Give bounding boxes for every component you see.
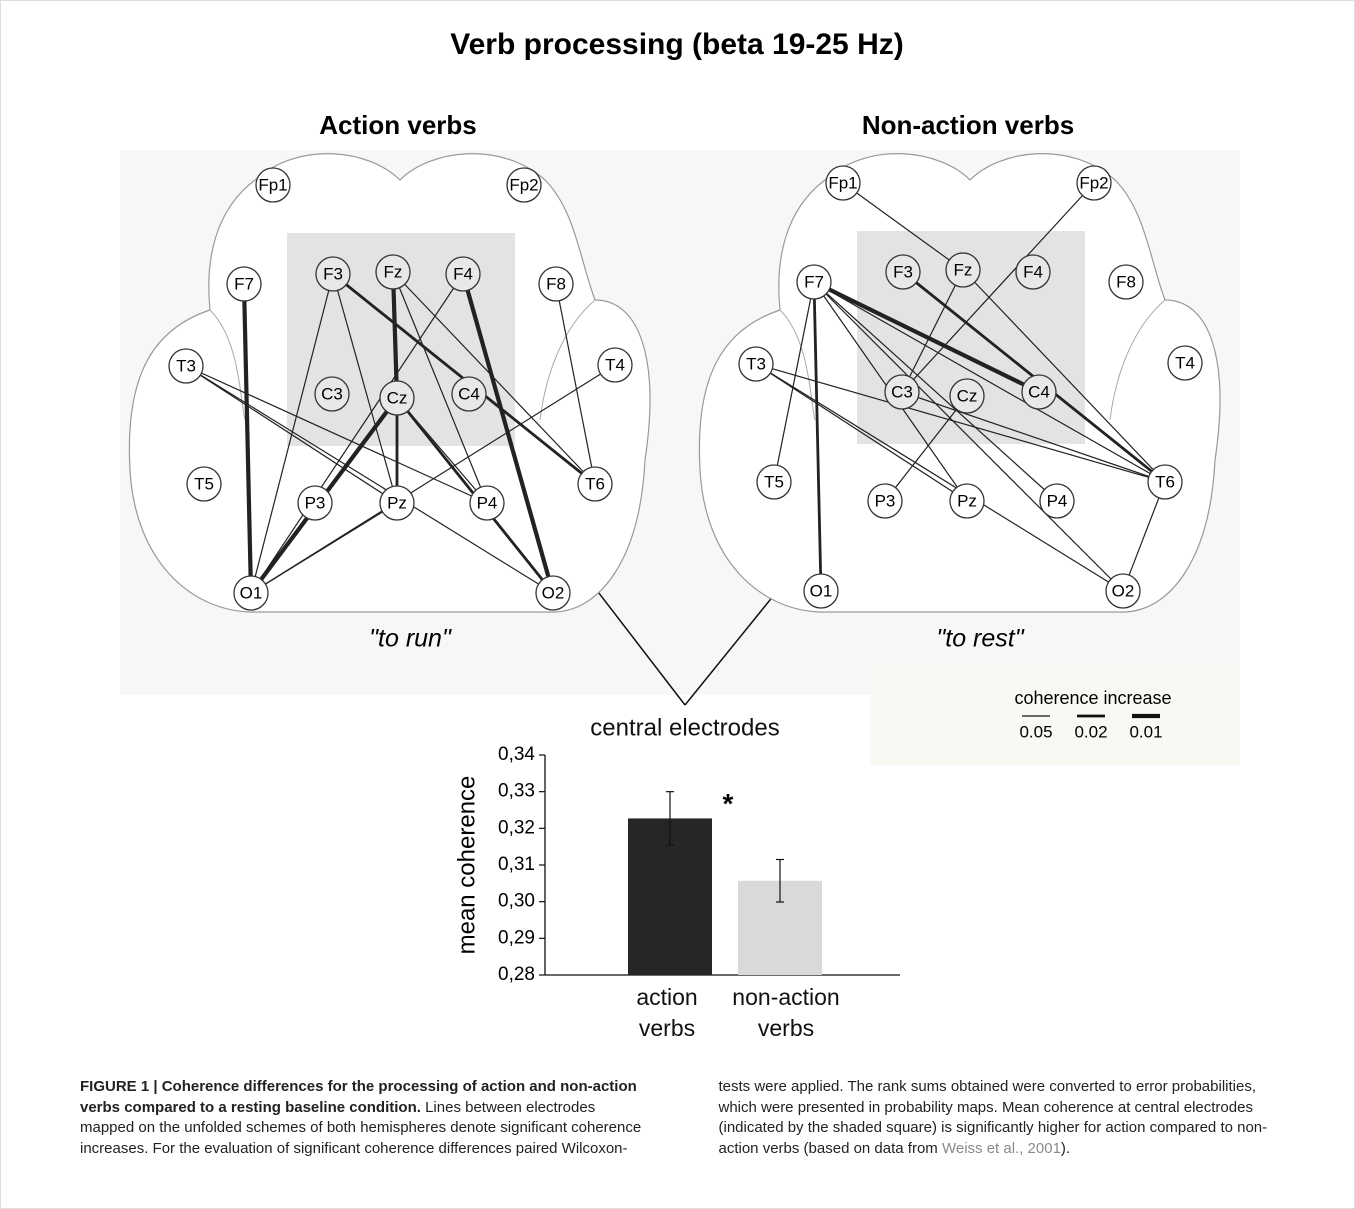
y-tick-label: 0,32 (498, 817, 535, 838)
y-axis-label: mean coherence (453, 776, 480, 955)
figure: Verb processing (beta 19-25 Hz) central … (0, 0, 1355, 1060)
page: Verb processing (beta 19-25 Hz) central … (0, 0, 1355, 1209)
legend-background (870, 665, 1240, 765)
electrode-label: Pz (387, 493, 407, 512)
electrode-label: F8 (546, 274, 566, 293)
panel-title: Non-action verbs (862, 110, 1074, 140)
electrode-label: F8 (1116, 272, 1136, 291)
electrode-label: Fp2 (1079, 173, 1108, 192)
electrode-label: O1 (240, 583, 263, 602)
significance-marker: * (723, 788, 734, 819)
electrode-label: P3 (875, 491, 896, 510)
electrode-label: F4 (453, 264, 473, 283)
electrode-label: P4 (1047, 491, 1068, 510)
electrode-label: F7 (234, 274, 254, 293)
x-tick-label: non-action verbs (706, 982, 866, 1044)
y-tick-label: 0,33 (498, 781, 535, 802)
electrode-label: F3 (323, 264, 343, 283)
electrode-label: F7 (804, 272, 824, 291)
electrode-label: O2 (542, 583, 565, 602)
figure-title: Verb processing (beta 19-25 Hz) (450, 28, 904, 61)
panel-title: Action verbs (319, 110, 477, 140)
pointer-label: central electrodes (590, 714, 779, 741)
y-tick-label: 0,29 (498, 927, 535, 948)
electrode-label: C4 (1028, 382, 1050, 401)
legend-title: coherence increase (1014, 688, 1171, 708)
electrode-label: T4 (605, 355, 625, 374)
electrode-label: F3 (893, 262, 913, 281)
electrode-label: F4 (1023, 262, 1043, 281)
citation[interactable]: Weiss et al., 2001 (942, 1140, 1061, 1157)
caption: FIGURE 1 | Coherence differences for the… (80, 1077, 1280, 1159)
legend-label: 0.05 (1019, 722, 1052, 741)
electrode-label: T4 (1175, 353, 1195, 372)
electrode-label: T5 (194, 474, 214, 493)
electrode-label: P4 (477, 493, 498, 512)
electrode-label: T3 (176, 356, 196, 375)
electrode-label: Fz (954, 260, 973, 279)
y-tick-label: 0,34 (498, 744, 535, 765)
electrode-label: C3 (321, 384, 343, 403)
y-tick-label: 0,28 (498, 964, 535, 985)
electrode-label: T3 (746, 354, 766, 373)
caption-end: ). (1061, 1140, 1070, 1157)
electrode-label: C4 (458, 384, 480, 403)
legend-label: 0.02 (1074, 722, 1107, 741)
electrode-label: O2 (1112, 581, 1135, 600)
electrode-label: T5 (764, 472, 784, 491)
electrode-label: T6 (1155, 472, 1175, 491)
electrode-label: O1 (810, 581, 833, 600)
electrode-label: Fp1 (828, 173, 857, 192)
panel-caption: "to run" (369, 625, 452, 653)
electrode-label: Fp1 (258, 175, 287, 194)
electrode-label: T6 (585, 474, 605, 493)
electrode-label: Cz (957, 386, 978, 405)
electrode-label: P3 (305, 493, 326, 512)
electrode-label: Fz (384, 262, 403, 281)
y-tick-label: 0,30 (498, 891, 535, 912)
electrode-label: Pz (957, 491, 977, 510)
y-tick-label: 0,31 (498, 854, 535, 875)
panel-caption: "to rest" (936, 625, 1024, 653)
electrode-label: Fp2 (509, 175, 538, 194)
electrode-label: Cz (387, 388, 408, 407)
legend-label: 0.01 (1129, 722, 1162, 741)
electrode-label: C3 (891, 382, 913, 401)
